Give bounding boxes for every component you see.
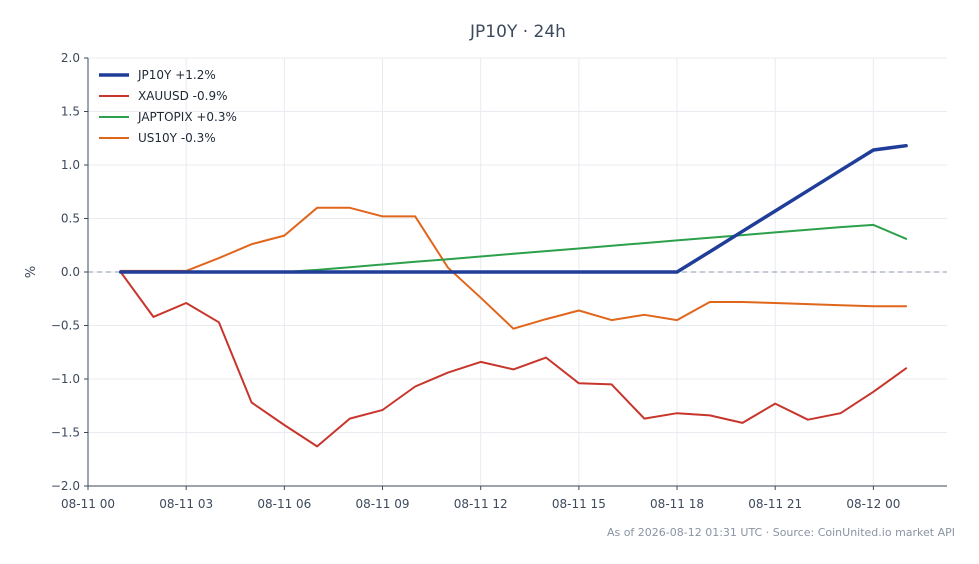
legend-label: US10Y -0.3% (138, 131, 216, 145)
y-tick-label: 0.5 (61, 212, 80, 226)
y-tick-label: 1.5 (61, 105, 80, 119)
axes: −2.0 −1.5 −1.0 −0.5 0.0 0.5 1.0 1.5 2.0 08-11 00 0… (51, 51, 947, 511)
chart-title: JP10Y · 24h (469, 22, 566, 42)
y-tick-label: 1.0 (61, 158, 80, 172)
y-tick-label: −0.5 (51, 319, 80, 333)
x-tick-label: 08-11 09 (356, 497, 410, 511)
y-tick-label: −1.0 (51, 372, 80, 386)
x-tick-label: 08-11 21 (748, 497, 802, 511)
legend-label: XAUUSD -0.9% (138, 89, 227, 103)
x-tick-label: 08-12 00 (846, 497, 900, 511)
x-tick-label: 08-11 15 (552, 497, 606, 511)
series-line-1 (119, 271, 908, 448)
y-axis-label: % (24, 266, 39, 278)
legend: JP10Y +1.2% XAUUSD -0.9% JAPTOPIX +0.3% US1… (99, 68, 237, 145)
x-tick-label: 08-11 00 (61, 497, 115, 511)
series-layer (118, 143, 908, 448)
series-line-0 (118, 143, 908, 274)
y-tick-label: 0.0 (61, 265, 80, 279)
legend-label: JP10Y +1.2% (137, 68, 216, 82)
x-tick-label: 08-11 03 (159, 497, 213, 511)
x-tick-label: 08-11 12 (454, 497, 508, 511)
x-tick-label: 08-11 06 (257, 497, 311, 511)
series-line-2 (119, 223, 908, 273)
series-line-3 (119, 206, 908, 330)
legend-label: JAPTOPIX +0.3% (137, 110, 237, 124)
x-tick-label: 08-11 18 (650, 497, 704, 511)
y-tick-label: −1.5 (51, 426, 80, 440)
y-tick-label: 2.0 (61, 51, 80, 65)
source-footer: As of 2026-08-12 01:31 UTC · Source: Coi… (606, 526, 955, 539)
y-tick-label: −2.0 (51, 479, 80, 493)
